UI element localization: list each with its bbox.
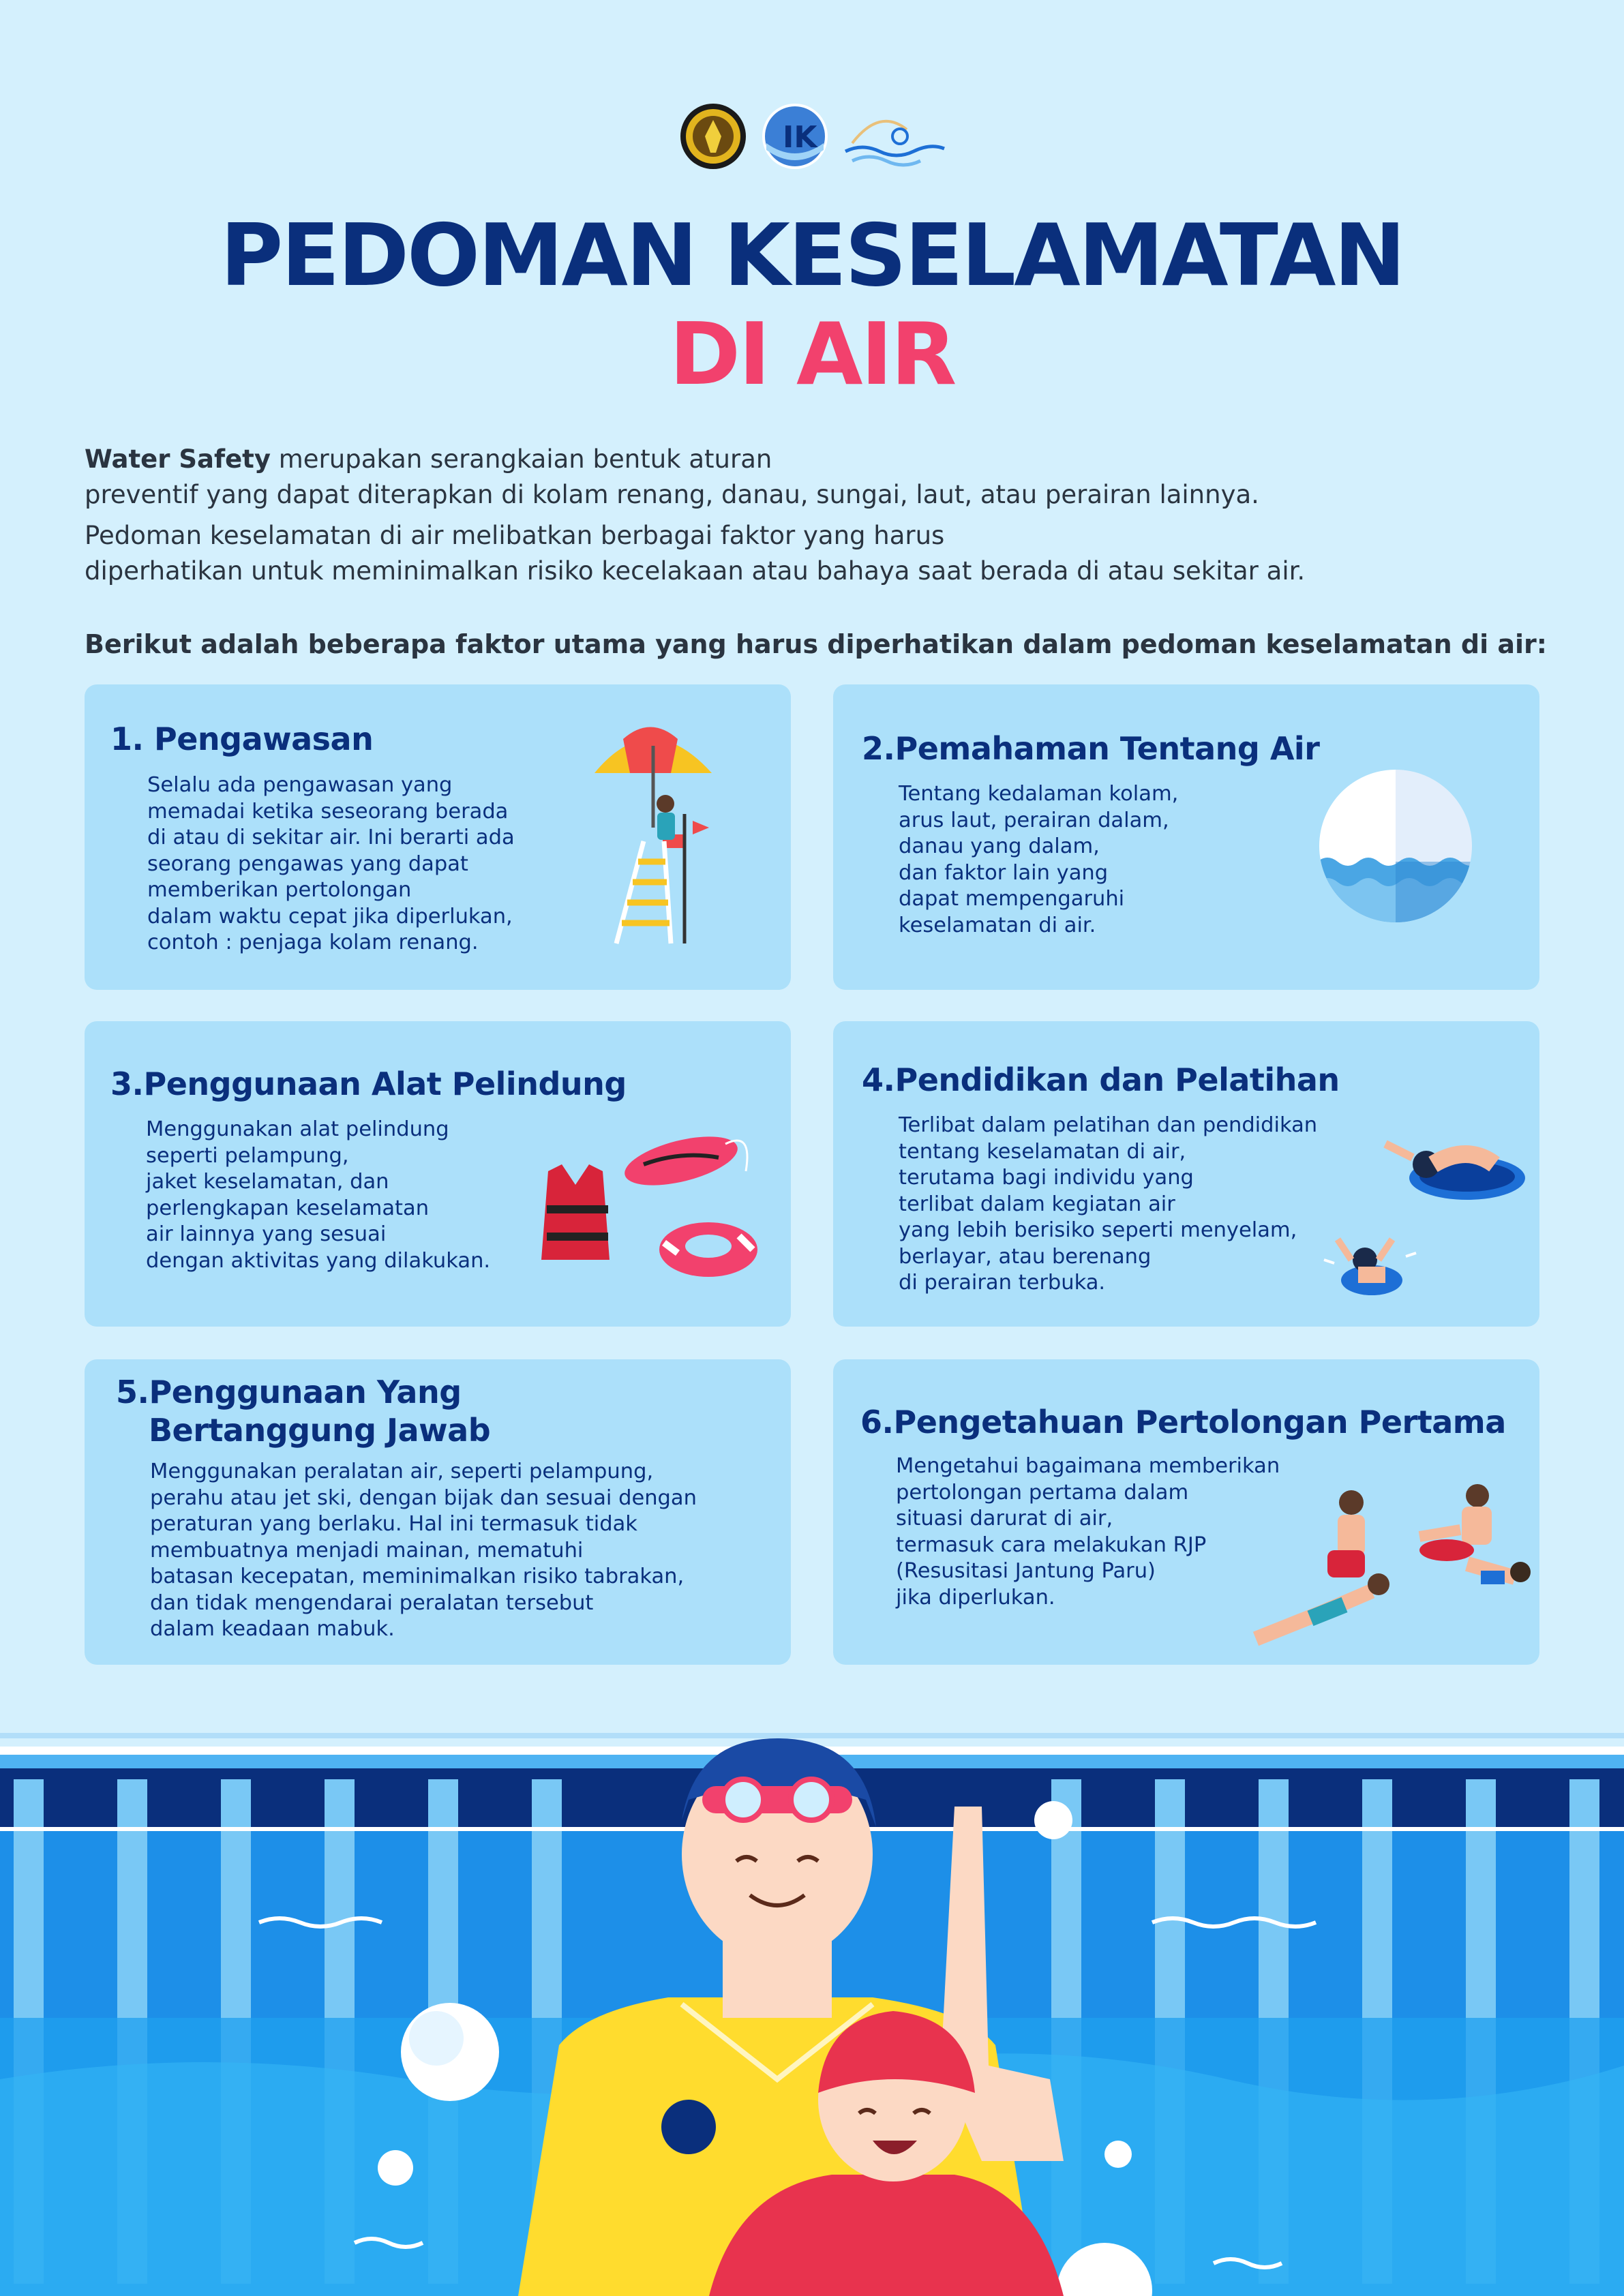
factor-card-5: 5.Penggunaan Yang Bertanggung Jawab Mengg…	[85, 1359, 791, 1665]
ik-globe-logo: IK	[762, 104, 828, 169]
intro-paragraph-2: Pedoman keselamatan di air melibatkan be…	[85, 518, 1544, 589]
card-body: Terlibat dalam pelatihan dan pendidikan …	[899, 1113, 1318, 1295]
card-number: 5.	[116, 1374, 149, 1410]
card-number: 3.	[110, 1066, 144, 1102]
card-number: 6.	[860, 1404, 894, 1440]
card-number: 4.	[862, 1061, 895, 1098]
card-title-text: Pengetahuan Pertolongan Pertama	[893, 1404, 1506, 1440]
svg-text:IK: IK	[783, 120, 818, 155]
card-title: 3.Penggunaan Alat Pelindung	[110, 1065, 627, 1103]
intro-line: Water Safety merupakan serangkaian bentu…	[85, 442, 1544, 477]
intro-line: preventif yang dapat diterapkan di kolam…	[85, 480, 1259, 509]
intro-paragraph-1: Water Safety merupakan serangkaian bentu…	[85, 442, 1544, 513]
water-depth-circle-icon	[1319, 770, 1472, 922]
card-title: 1. Pengawasan	[110, 720, 374, 758]
card-title-line1: Penggunaan Yang	[149, 1374, 462, 1410]
swimmers-training-icon	[1323, 1140, 1525, 1295]
swimmer-waves-logo	[844, 119, 945, 167]
card-number: 1.	[110, 721, 144, 757]
university-seal-logo	[680, 104, 746, 169]
page-title-line2: DI AIR	[669, 304, 957, 404]
card-body: Selalu ada pengawasan yang memadai ketik…	[147, 773, 515, 954]
card-title-text: Pengawasan	[154, 721, 374, 757]
card-number: 2.	[862, 730, 895, 767]
card-title: 5.Penggunaan Yang Bertanggung Jawab	[116, 1373, 491, 1449]
factor-card-1: 1. Pengawasan Selalu ada pengawasan yang…	[85, 684, 791, 990]
card-title-line2: Bertanggung Jawab	[149, 1412, 491, 1449]
card-title-text: Pemahaman Tentang Air	[894, 730, 1320, 767]
card-title: 4.Pendidikan dan Pelatihan	[862, 1061, 1340, 1099]
card-title: 6.Pengetahuan Pertolongan Pertama	[860, 1403, 1506, 1441]
life-jacket-buoy-icon	[541, 1136, 757, 1277]
card-title: 2.Pemahaman Tentang Air	[862, 729, 1320, 768]
card-body: Menggunakan alat pelindung seperti pelam…	[146, 1117, 491, 1273]
card-title-text: Penggunaan Alat Pelindung	[143, 1066, 627, 1102]
intro-line: Pedoman keselamatan di air melibatkan be…	[85, 521, 945, 550]
page-title-line1: PEDOMAN KESELAMATAN	[220, 205, 1406, 305]
factor-card-6: 6.Pengetahuan Pertolongan Pertama Menget…	[833, 1359, 1539, 1665]
intro-line: diperhatikan untuk meminimalkan risiko k…	[85, 556, 1306, 586]
intro-text: merupakan serangkaian bentuk aturan	[270, 444, 772, 474]
card-body: Menggunakan peralatan air, seperti pelam…	[150, 1460, 697, 1641]
lifeguard-chair-umbrella-icon	[595, 727, 712, 944]
factors-lead-text: Berikut adalah beberapa faktor utama yan…	[85, 629, 1547, 659]
factor-card-2: 2.Pemahaman Tentang Air Tentang kedalama…	[833, 684, 1539, 990]
card-title-text: Pendidikan dan Pelatihan	[894, 1061, 1340, 1098]
water-safety-term: Water Safety	[85, 444, 271, 474]
card-body: Mengetahui bagaimana memberikan pertolon…	[896, 1454, 1280, 1610]
card-body: Tentang kedalaman kolam, arus laut, pera…	[899, 782, 1179, 937]
factor-card-4: 4.Pendidikan dan Pelatihan Terlibat dala…	[833, 1021, 1539, 1327]
first-aid-cpr-icon	[1252, 1484, 1531, 1646]
pool-scene-illustration	[0, 1725, 1624, 2296]
logo-row: IK	[680, 104, 945, 169]
factor-card-3: 3.Penggunaan Alat Pelindung Menggunakan …	[85, 1021, 791, 1327]
